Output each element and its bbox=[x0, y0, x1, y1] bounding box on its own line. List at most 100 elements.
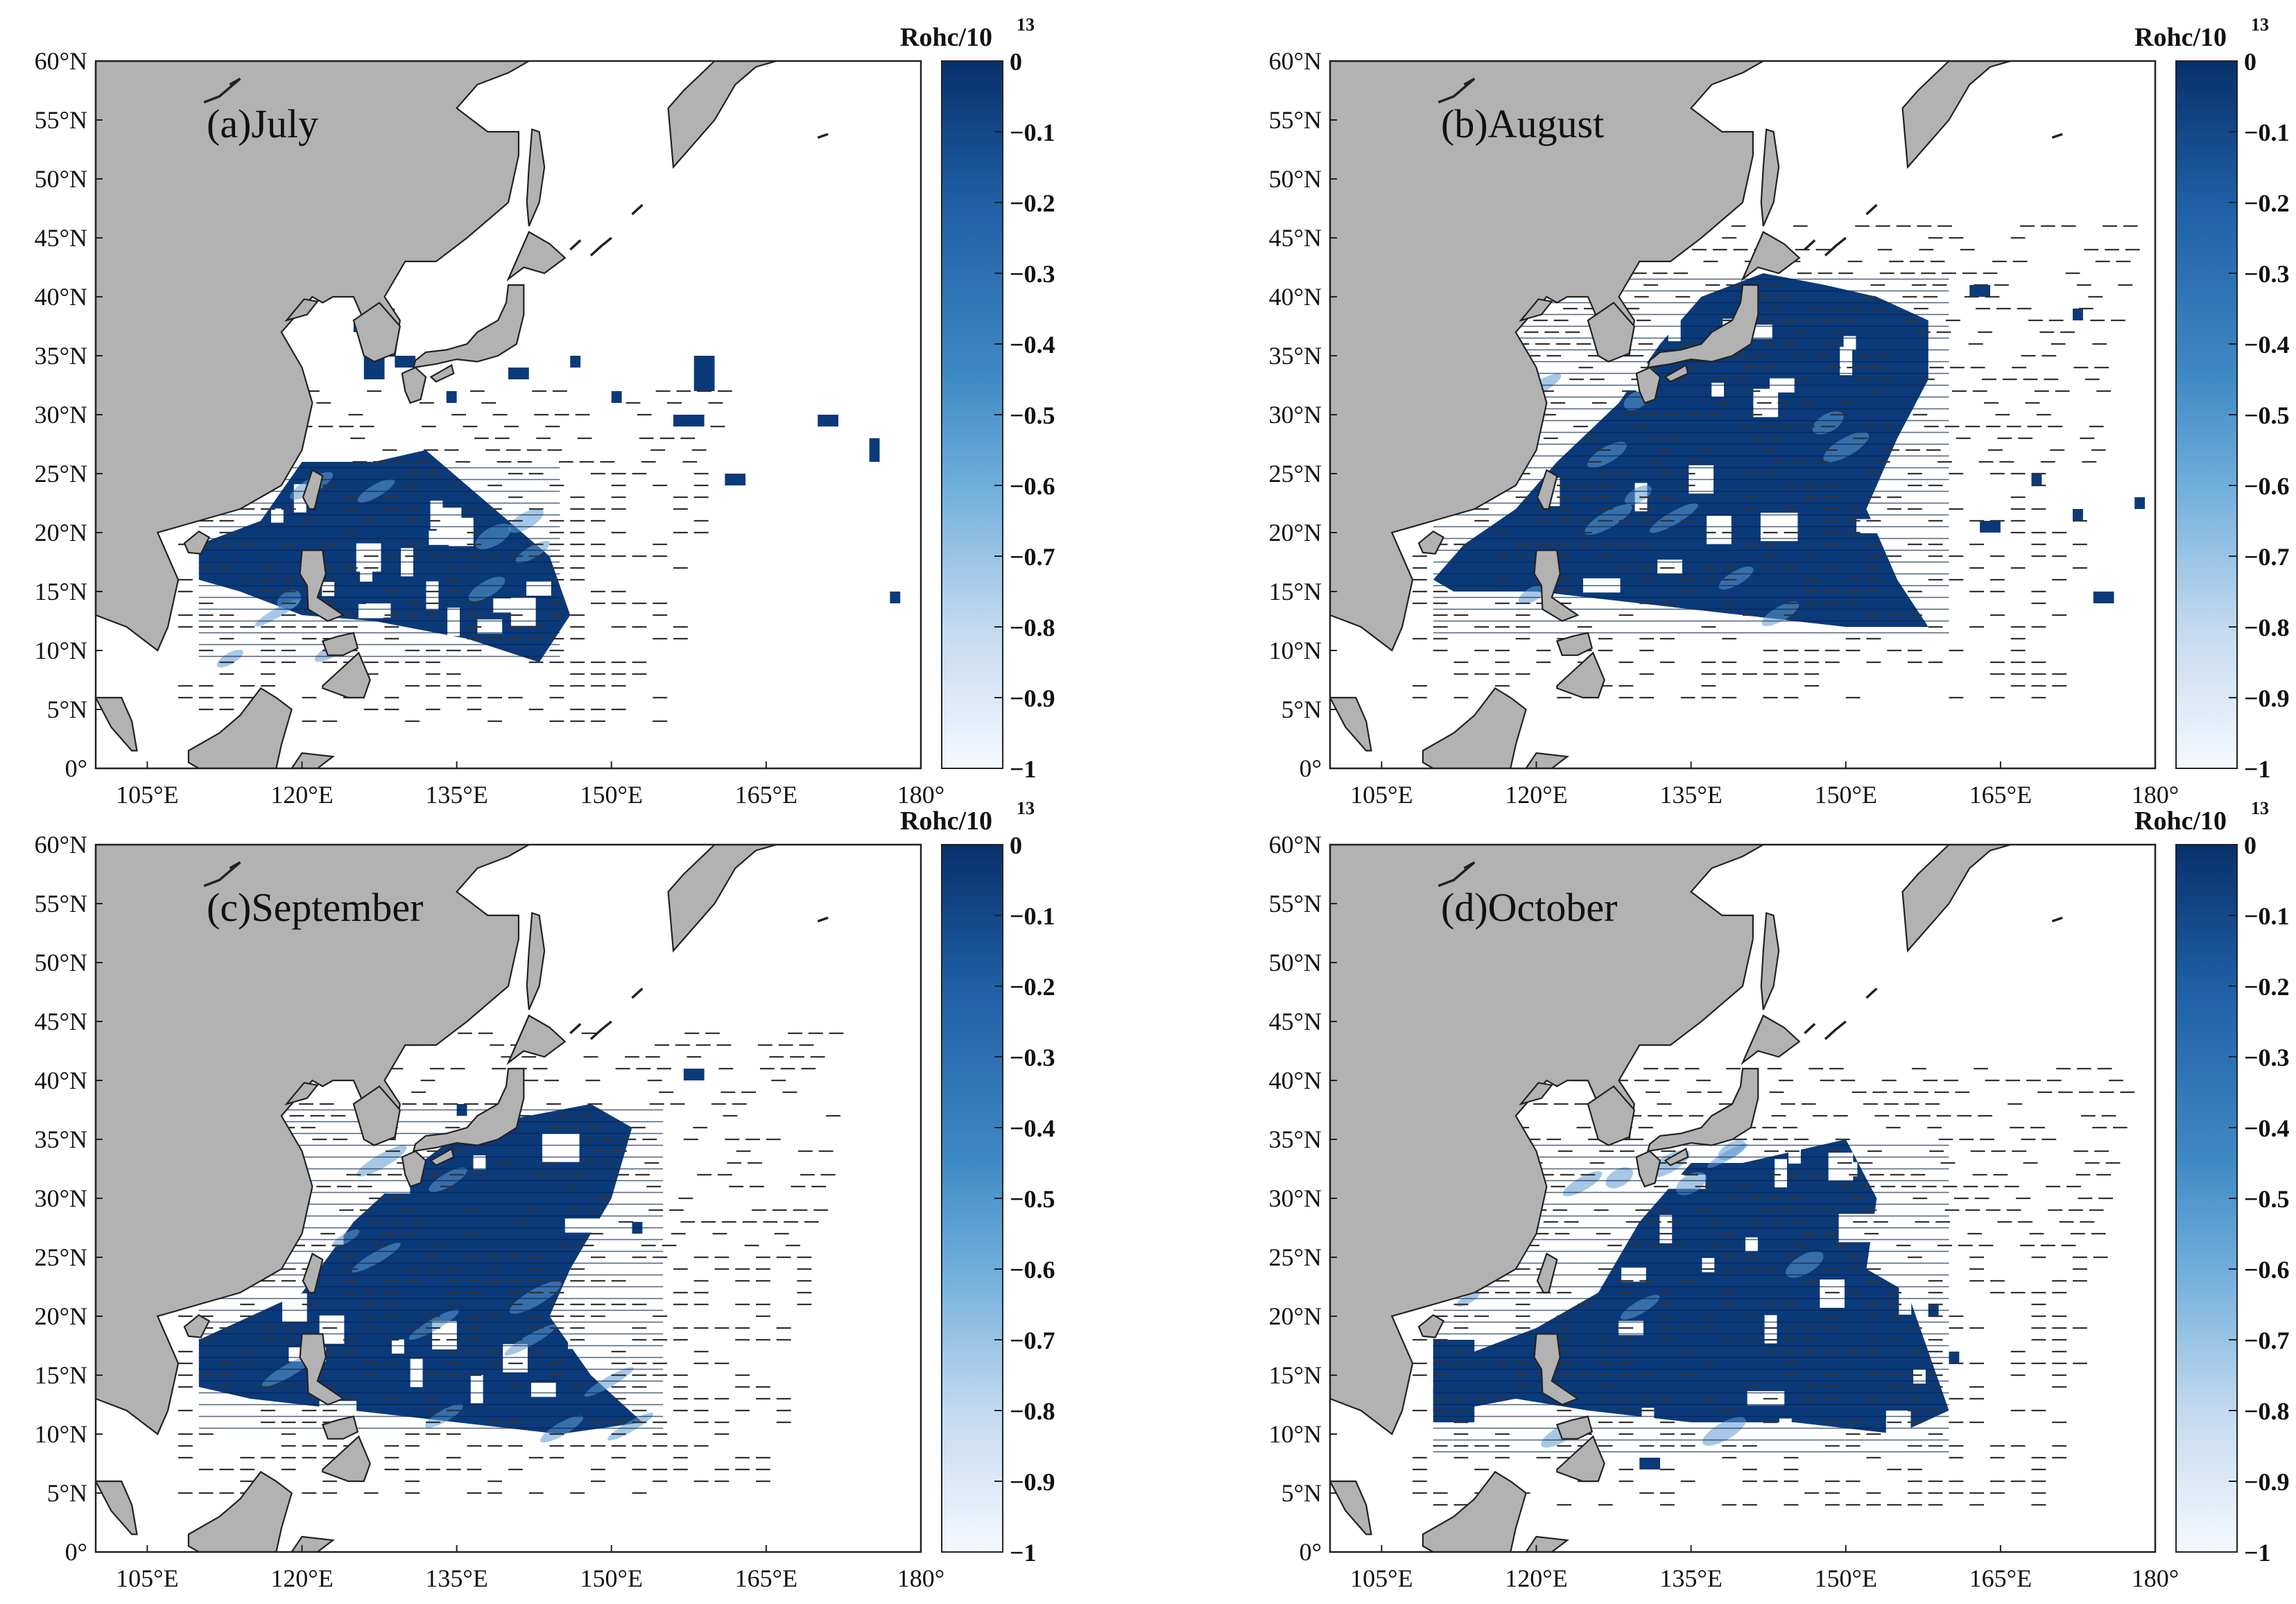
gap-cell bbox=[360, 567, 372, 582]
y-tick-label: 40°N bbox=[35, 1067, 87, 1094]
land-korea_fill bbox=[1587, 1085, 1635, 1146]
island bbox=[631, 204, 644, 216]
land-hk bbox=[1519, 1082, 1553, 1106]
panel-title: (c)September bbox=[207, 885, 423, 930]
y-tick-label: 55°N bbox=[35, 890, 87, 917]
colorbar-tick-label: −0.9 bbox=[2244, 1468, 2290, 1496]
anomaly-cell bbox=[869, 438, 880, 462]
colorbar-tick-label: −1 bbox=[2244, 1539, 2271, 1567]
land-kyushu bbox=[401, 1150, 427, 1188]
streak bbox=[515, 541, 550, 563]
y-tick-label: 55°N bbox=[1269, 890, 1322, 917]
y-tick-label: 40°N bbox=[1269, 1067, 1322, 1094]
streak bbox=[504, 1324, 557, 1356]
colorbar-tick-label: −0.1 bbox=[1010, 119, 1055, 146]
anomaly-cell bbox=[1639, 1458, 1660, 1469]
land-masses bbox=[1330, 61, 2063, 768]
anomaly-cell bbox=[818, 415, 838, 426]
x-tick-label: 135°E bbox=[1659, 781, 1722, 809]
land-borneo bbox=[1422, 1470, 1527, 1552]
land-asia bbox=[1330, 61, 1766, 652]
gap-cell bbox=[262, 1287, 275, 1302]
streak bbox=[216, 649, 243, 668]
land-shikoku bbox=[1664, 1147, 1689, 1166]
gap-cell bbox=[436, 508, 462, 536]
land-borneo bbox=[187, 687, 293, 768]
colorbar-tick-label: −0.3 bbox=[1010, 260, 1055, 288]
island bbox=[1438, 861, 1476, 888]
land-luzon bbox=[1533, 549, 1580, 622]
colorbar-label: Rohc/10 bbox=[2134, 23, 2227, 52]
x-tick-label: 135°E bbox=[425, 781, 487, 809]
land-kyushu bbox=[1635, 366, 1661, 404]
streak bbox=[1702, 1417, 1746, 1446]
colorbar-tick-label: −0.5 bbox=[2244, 1185, 2290, 1213]
island bbox=[1865, 988, 1878, 999]
colorbar-tick-label: −0.1 bbox=[1010, 902, 1055, 930]
panel-3: 105°E 120°E 135°E 150°E 165°E 180° 0° 5°N 10°N 15… bbox=[35, 798, 1055, 1592]
gap-cell bbox=[542, 1133, 580, 1162]
colorbar-tick-label: −0.9 bbox=[1010, 684, 1055, 712]
y-tick-label: 25°N bbox=[1269, 1243, 1322, 1271]
x-tick-label: 120°E bbox=[1505, 1564, 1567, 1592]
y-tick-label: 50°N bbox=[1269, 949, 1322, 976]
land-hk bbox=[284, 1082, 319, 1106]
streak bbox=[1718, 566, 1754, 590]
anomaly-cell bbox=[570, 356, 581, 368]
x-tick-label: 150°E bbox=[580, 1564, 643, 1592]
colorbar-tick-label: −0.8 bbox=[2244, 614, 2290, 641]
streak bbox=[1518, 585, 1546, 605]
colorbar-tick-label: −0.4 bbox=[1010, 1114, 1055, 1142]
x-tick-label: 165°E bbox=[1969, 781, 2032, 809]
colorbar bbox=[941, 60, 1003, 769]
anomaly-cell bbox=[2073, 309, 2083, 320]
gap-cell bbox=[1668, 313, 1681, 342]
gap-cell bbox=[1913, 1369, 1926, 1384]
y-tick-label: 55°N bbox=[1269, 106, 1322, 134]
y-tick-label: 0° bbox=[1300, 1538, 1322, 1566]
colorbar-tick-label: −0.1 bbox=[2244, 902, 2290, 930]
colorbar-tick-label: −0.4 bbox=[1010, 331, 1055, 359]
colorbar-tick-label: −0.8 bbox=[1010, 1397, 1055, 1425]
y-tick-label: 25°N bbox=[35, 1243, 87, 1271]
land-kamchatka bbox=[667, 61, 777, 169]
land-kamchatka bbox=[667, 845, 777, 953]
streak bbox=[352, 1243, 401, 1273]
island bbox=[1804, 1023, 1816, 1035]
land-malay bbox=[96, 1480, 138, 1535]
x-tick-label: 165°E bbox=[735, 781, 797, 809]
streak bbox=[468, 576, 506, 602]
gap-cell bbox=[424, 1116, 462, 1132]
gap-cell bbox=[1657, 559, 1682, 574]
land-kyushu bbox=[1635, 1150, 1661, 1188]
land-taiwan bbox=[1536, 469, 1558, 510]
colorbar bbox=[941, 844, 1003, 1553]
colorbar-tick-label: −0.2 bbox=[2244, 189, 2290, 217]
land-asia bbox=[1330, 845, 1766, 1435]
y-tick-label: 10°N bbox=[35, 1420, 87, 1448]
y-tick-label: 0° bbox=[65, 754, 87, 782]
land-mindanao bbox=[1556, 651, 1605, 699]
y-tick-label: 60°N bbox=[1269, 47, 1322, 75]
gap-cell bbox=[1561, 351, 1586, 380]
panel-title: (b)August bbox=[1441, 101, 1604, 146]
colorbar-tick-label: −0.9 bbox=[1010, 1468, 1055, 1496]
land-malay bbox=[1330, 696, 1372, 752]
anomaly-cell bbox=[2093, 592, 2114, 603]
y-tick-label: 5°N bbox=[1281, 696, 1322, 723]
gap-cell bbox=[530, 1382, 556, 1397]
x-tick-label: 165°E bbox=[735, 1564, 797, 1592]
colorbar-label: Rohc/10 bbox=[900, 23, 992, 52]
island bbox=[569, 1023, 582, 1035]
colorbar-tick-label: −1 bbox=[1010, 1539, 1037, 1567]
land-malay bbox=[96, 696, 138, 752]
gap-cell bbox=[1488, 1429, 1513, 1445]
colorbar-tick-label: −1 bbox=[2244, 755, 2271, 783]
land-masses bbox=[96, 61, 829, 768]
x-tick-label: 180° bbox=[897, 781, 944, 809]
land-shikoku bbox=[1664, 363, 1689, 383]
land-hk bbox=[284, 298, 319, 322]
anomaly-cell bbox=[395, 356, 416, 368]
gap-cell bbox=[1775, 1159, 1787, 1188]
anomaly-cell bbox=[693, 356, 715, 391]
